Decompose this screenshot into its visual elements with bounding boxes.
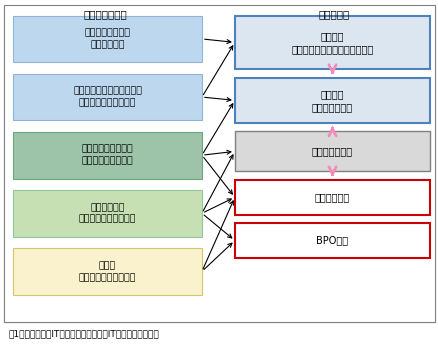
Text: 個別開発
（超高速開発）: 個別開発 （超高速開発）	[311, 89, 352, 112]
Bar	[13, 74, 201, 120]
Bar	[234, 131, 429, 171]
Bar	[13, 132, 201, 179]
Text: クラウド利用: クラウド利用	[314, 192, 350, 202]
Bar	[234, 78, 429, 123]
Text: 高度大型システム
（唯一無二）: 高度大型システム （唯一無二）	[85, 28, 130, 49]
Text: BPO活用: BPO活用	[316, 236, 348, 245]
Text: 図1：多様化するIT調達法の使い分け～IT調達多様化時代～: 図1：多様化するIT調達法の使い分け～IT調達多様化時代～	[9, 329, 159, 338]
Bar	[234, 180, 429, 215]
Bar	[13, 248, 201, 295]
Text: 個別開発
（ウォーターフォール型開発）: 個別開発 （ウォーターフォール型開発）	[291, 31, 373, 54]
Text: パッケージ活用: パッケージ活用	[311, 146, 352, 156]
Bar	[234, 16, 429, 69]
Bar	[13, 16, 201, 62]
Text: 一般の業務システム
（バックエンド糶）: 一般の業務システム （バックエンド糶）	[81, 145, 133, 166]
Text: 情報システム
（フロントエンド糶）: 情報システム （フロントエンド糶）	[79, 203, 136, 224]
Text: その他
ユティリティシステム: その他 ユティリティシステム	[79, 261, 136, 282]
Bar	[13, 190, 201, 237]
Text: ＜調達法＞: ＜調達法＞	[317, 9, 349, 19]
Bar	[234, 223, 429, 258]
Text: ＜システム種＞: ＜システム種＞	[83, 9, 127, 19]
Text: 企業固有の戦略的システム
（含、特別ノウハウ）: 企業固有の戦略的システム （含、特別ノウハウ）	[73, 86, 142, 108]
